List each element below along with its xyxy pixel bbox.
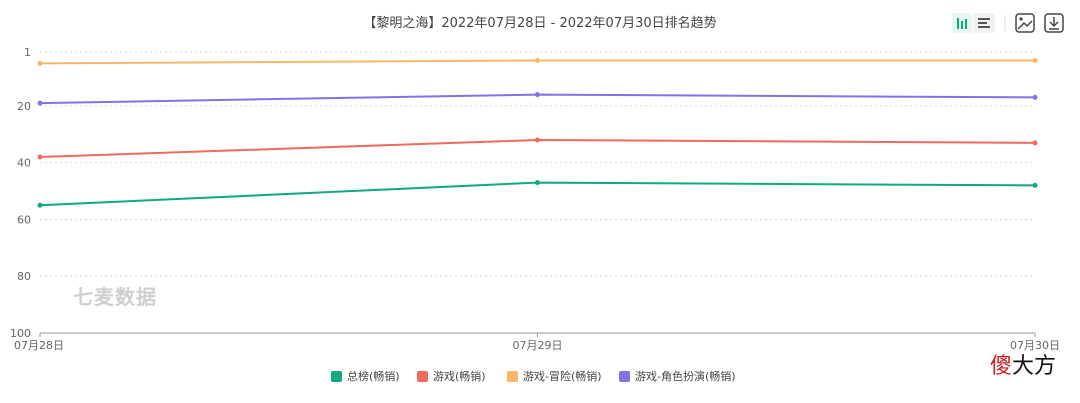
x-tick-label: 07月30日 xyxy=(1010,339,1060,352)
y-tick-label: 60 xyxy=(17,213,31,226)
x-tick-label: 07月29日 xyxy=(513,339,563,352)
y-tick-label: 100 xyxy=(10,327,31,340)
legend-label: 游戏(畅销) xyxy=(433,369,486,383)
series xyxy=(37,58,1038,208)
series-line xyxy=(39,138,1036,159)
data-point[interactable] xyxy=(37,202,43,208)
series-group xyxy=(37,180,1038,208)
download-icon[interactable] xyxy=(1044,13,1064,33)
toolbar xyxy=(952,13,1064,33)
y-axis-ticks: 1 20 40 60 80 100 xyxy=(10,46,31,340)
series-line xyxy=(39,181,1036,207)
data-point[interactable] xyxy=(535,137,540,143)
data-point[interactable] xyxy=(535,92,540,98)
y-tick-label: 40 xyxy=(17,157,31,170)
y-tick-label: 80 xyxy=(17,270,31,283)
y-tick-label: 20 xyxy=(17,100,31,113)
data-point[interactable] xyxy=(535,180,540,186)
data-point[interactable] xyxy=(1032,94,1038,100)
y-tick-label: 1 xyxy=(24,46,31,59)
legend-item[interactable]: 游戏-冒险(畅销) xyxy=(507,369,602,383)
legend-label: 游戏-冒险(畅销) xyxy=(523,369,602,383)
legend-item[interactable]: 游戏-角色扮演(畅销) xyxy=(619,369,736,383)
data-point[interactable] xyxy=(37,60,43,66)
legend-item[interactable]: 总榜(畅销) xyxy=(331,369,400,383)
list-icon[interactable] xyxy=(973,13,995,33)
data-point[interactable] xyxy=(1032,140,1038,146)
legend-label: 总榜(畅销) xyxy=(347,369,400,383)
legend: 总榜(畅销) 游戏(畅销) 游戏-冒险(畅销) 游戏-角色扮演(畅销) xyxy=(331,369,736,383)
legend-swatch xyxy=(619,371,630,382)
series-group xyxy=(37,58,1038,66)
legend-item[interactable]: 游戏(畅销) xyxy=(417,369,486,383)
bar-chart-icon[interactable] xyxy=(952,13,972,33)
brand-logo: 傻大方 xyxy=(990,354,1056,379)
legend-swatch xyxy=(331,371,342,382)
legend-swatch xyxy=(417,371,428,382)
legend-label: 游戏-角色扮演(畅销) xyxy=(635,369,736,383)
image-icon[interactable] xyxy=(1015,13,1035,33)
data-point[interactable] xyxy=(1032,182,1038,188)
brand-part-1: 傻 xyxy=(990,354,1012,379)
x-tick-label: 07月28日 xyxy=(14,339,64,352)
chart-title: 【黎明之海】2022年07月28日 - 2022年07月30日排名趋势 xyxy=(363,15,716,31)
brand-part-2: 大方 xyxy=(1012,354,1056,379)
data-point[interactable] xyxy=(535,58,540,64)
data-point[interactable] xyxy=(37,154,43,160)
data-point[interactable] xyxy=(1032,58,1038,64)
series-group xyxy=(37,137,1038,160)
x-axis-ticks: 07月28日 07月29日 07月30日 xyxy=(14,333,1060,352)
series-group xyxy=(37,92,1038,106)
legend-swatch xyxy=(507,371,518,382)
watermark: 七麦数据 xyxy=(73,285,157,309)
data-point[interactable] xyxy=(37,100,43,106)
